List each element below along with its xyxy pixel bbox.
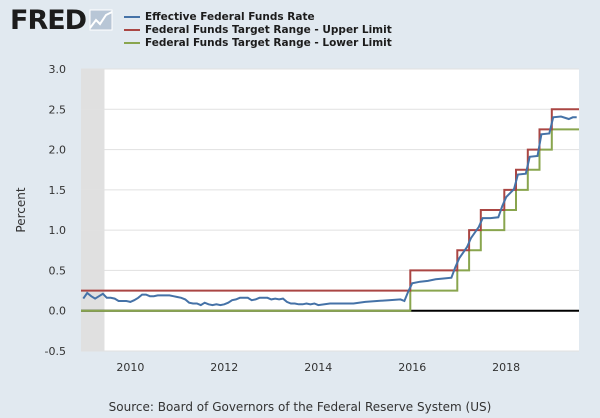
y-tick-label: 1.0: [49, 224, 67, 237]
x-tick-label: 2010: [116, 361, 144, 374]
y-axis-tick-labels: -0.5 0.0 0.5 1.0 1.5 2.0 2.5 3.0: [45, 63, 66, 358]
x-tick-label: 2012: [210, 361, 238, 374]
y-tick-label: 0.5: [49, 264, 67, 277]
fred-graph-icon: [89, 9, 113, 31]
chart-area: -0.50.00.51.01.52.02.53.0 2010 2012 2014 20…: [14, 63, 579, 374]
legend-swatch-effective-rate: [124, 15, 140, 18]
legend-item-lower-limit: Federal Funds Target Range - Lower Limit: [124, 36, 392, 49]
x-axis-tick-labels: 2010 2012 2014 2016 2018: [116, 361, 520, 374]
legend-label-lower-limit: Federal Funds Target Range - Lower Limit: [145, 36, 392, 49]
y-tick-label: 1.5: [49, 184, 67, 197]
y-tick-label: 2.0: [49, 144, 67, 157]
y-tick-label: 2.5: [49, 103, 67, 116]
fred-logo[interactable]: FRED: [10, 4, 120, 40]
legend-label-upper-limit: Federal Funds Target Range - Upper Limit: [145, 23, 392, 36]
x-tick-label: 2016: [398, 361, 426, 374]
legend-item-effective-rate: Effective Federal Funds Rate: [124, 10, 392, 23]
legend-swatch-lower-limit: [124, 41, 140, 44]
series-line-effective-federal-funds-rate: [82, 115, 577, 307]
x-tick-label: 2018: [492, 361, 520, 374]
series-lines: [81, 108, 579, 312]
legend-item-upper-limit: Federal Funds Target Range - Upper Limit: [124, 23, 392, 36]
legend-swatch-upper-limit: [124, 28, 140, 31]
y-tick-label: -0.5: [45, 345, 66, 358]
y-tick-label: 0.0: [49, 305, 67, 318]
y-axis-label: Percent: [14, 187, 28, 232]
x-tick-label: 2014: [304, 361, 332, 374]
chart-legend: Effective Federal Funds Rate Federal Fun…: [124, 10, 392, 49]
legend-label-effective-rate: Effective Federal Funds Rate: [145, 10, 315, 23]
source-note: Source: Board of Governors of the Federa…: [108, 400, 492, 414]
recession-shading: [81, 69, 105, 351]
fred-logo-text: FRED: [10, 5, 86, 36]
y-tick-label: 3.0: [49, 63, 67, 76]
series-line-federal-funds-target-range-lower-limit: [81, 128, 579, 312]
